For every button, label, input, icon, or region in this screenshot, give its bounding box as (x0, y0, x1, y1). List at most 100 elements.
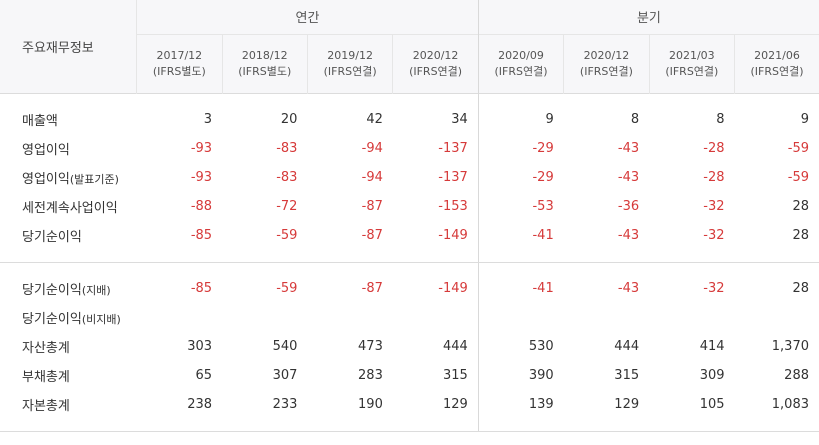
table-row: 당기순이익(비지배) (0, 303, 819, 332)
value-cell: -87 (361, 199, 383, 214)
value-cell: 129 (614, 397, 640, 412)
table-row: 세전계속사업이익 -88 -72 -87 -153 -53 -36 -32 28 (0, 192, 819, 221)
value-cell: -59 (787, 170, 809, 185)
table-row: 부채총계 65 307 283 315 390 315 309 288 (0, 361, 819, 390)
value-cell: -59 (787, 141, 809, 156)
row-label-text: 자산총계 (22, 341, 70, 356)
value-cell: 9 (477, 105, 564, 134)
value-cell: 473 (358, 339, 383, 354)
row-label-text: 당기순이익 (22, 230, 82, 245)
value-cell: 28 (792, 228, 809, 243)
value-cell: -29 (477, 134, 564, 163)
row-label-text: 매출액 (22, 114, 58, 129)
table-row: 당기순이익 -85 -59 -87 -149 -41 -43 -32 28 (0, 221, 819, 250)
value-cell: -83 (276, 141, 298, 156)
period-basis: (IFRS별도) (152, 64, 206, 78)
row-label: 세전계속사업이익 (0, 192, 137, 221)
value-cell: 105 (699, 397, 725, 412)
period-date: 2021/06 (754, 48, 800, 62)
table-header: 주요재무정보 연간 분기 2017/12 (IFRS별도) 2018/12 (IFRS… (0, 0, 819, 93)
row-label-text: 영업이익 (22, 172, 70, 187)
row-label-qualifier: (지배) (81, 284, 111, 297)
value-cell: -149 (438, 281, 468, 296)
row-label-qualifier: (발표기준) (69, 173, 119, 186)
value-cell: -43 (617, 170, 640, 185)
value-cell: 238 (187, 397, 213, 412)
period-basis: (IFRS연결) (494, 64, 548, 78)
period-header: 2017/12 (IFRS별도) (136, 33, 223, 93)
value-cell: 307 (272, 368, 298, 383)
value-cell: 444 (442, 339, 468, 354)
table-row: 영업이익 -93 -83 -94 -137 -29 -43 -28 -59 (0, 134, 819, 163)
value-cell: 315 (614, 368, 640, 383)
period-header: 2018/12 (IFRS별도) (221, 33, 308, 93)
row-label: 부채총계 (0, 361, 137, 390)
value-cell: -93 (190, 170, 213, 185)
value-cell: 1,370 (771, 339, 809, 354)
row-label: 당기순이익 (0, 221, 137, 250)
value-cell: -72 (276, 199, 298, 214)
value-cell (649, 303, 734, 332)
value-cell: 540 (272, 339, 298, 354)
value-cell: -43 (617, 281, 640, 296)
table-row: 당기순이익(지배) -85 -59 -87 -149 -41 -43 -32 28 (0, 274, 819, 303)
value-cell (735, 303, 819, 332)
period-basis: (IFRS연결) (579, 64, 633, 78)
value-cell: 42 (366, 112, 383, 127)
value-cell (564, 303, 649, 332)
value-cell: 8 (630, 112, 640, 127)
value-cell: 390 (477, 361, 564, 390)
period-basis: (IFRS연결) (323, 64, 377, 78)
value-cell: -87 (361, 228, 383, 243)
period-date: 2020/12 (412, 48, 459, 62)
value-cell: -28 (703, 141, 725, 156)
value-cell: 8 (716, 112, 725, 127)
value-cell: 1,083 (771, 397, 809, 412)
period-date: 2020/09 (498, 48, 544, 62)
table-row: 매출액 3 20 42 34 9 8 8 9 (0, 105, 819, 134)
value-cell: 9 (800, 112, 809, 127)
row-label-qualifier: (비지배) (81, 313, 121, 326)
period-date: 2017/12 (156, 48, 203, 62)
value-cell: 28 (792, 199, 809, 214)
value-cell: -94 (361, 141, 383, 156)
value-cell: -53 (477, 192, 564, 221)
row-label-text: 자본총계 (22, 399, 70, 414)
row-label: 영업이익(발표기준) (0, 163, 137, 192)
value-cell: 34 (451, 112, 468, 127)
value-cell: -93 (190, 141, 213, 156)
table-row: 자본총계 238 233 190 129 139 129 105 1,083 (0, 390, 819, 419)
value-cell: -83 (276, 170, 298, 185)
period-basis: (IFRS연결) (750, 64, 804, 78)
value-cell: -43 (617, 141, 640, 156)
table-row: 자산총계 303 540 473 444 530 444 414 1,370 (0, 332, 819, 361)
value-cell: -36 (617, 199, 640, 214)
value-cell: -29 (477, 163, 564, 192)
value-cell: -149 (438, 228, 468, 243)
period-header: 2020/12 (IFRS연결) (563, 33, 650, 93)
value-cell: 65 (195, 368, 213, 383)
row-label: 당기순이익(비지배) (0, 303, 137, 332)
value-cell (137, 303, 222, 332)
value-cell: -28 (703, 170, 725, 185)
value-cell: -85 (190, 228, 213, 243)
period-header: 2021/06 (IFRS연결) (734, 33, 819, 93)
section-gap (0, 93, 819, 105)
value-cell: 28 (792, 281, 809, 296)
table-row: 영업이익(발표기준) -93 -83 -94 -137 -29 -43 -28 -59 (0, 163, 819, 192)
value-cell: -59 (276, 228, 298, 243)
period-basis: (IFRS별도) (238, 64, 292, 78)
value-cell: 129 (442, 397, 468, 412)
period-date: 2018/12 (241, 48, 288, 62)
value-cell: 139 (477, 390, 564, 419)
value-cell: 315 (442, 368, 468, 383)
row-label: 매출액 (0, 105, 137, 134)
section-gap (0, 419, 819, 432)
row-label: 자산총계 (0, 332, 137, 361)
period-header-row: 2017/12 (IFRS별도) 2018/12 (IFRS별도) 2019/12 (IF… (0, 33, 819, 93)
value-cell: -85 (190, 281, 213, 296)
annual-header: 연간 (136, 0, 479, 34)
value-cell (477, 303, 564, 332)
period-header: 2021/03 (IFRS연결) (648, 33, 735, 93)
